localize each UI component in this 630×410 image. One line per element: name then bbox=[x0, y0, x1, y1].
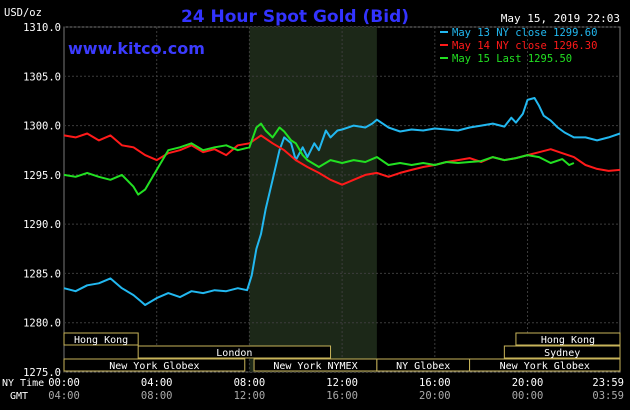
gmt-tick-label: 04:00 bbox=[48, 390, 80, 402]
ny-time-label: NY Time bbox=[2, 378, 44, 389]
x-tick-label: 08:00 bbox=[234, 377, 266, 389]
y-tick-label: 1295.0 bbox=[23, 170, 61, 182]
gmt-tick-label: 00:00 bbox=[512, 390, 544, 402]
session-box bbox=[503, 345, 621, 359]
session-label: New York Globex bbox=[500, 361, 590, 372]
trading-sessions: Hong Kong Hong Kong London Sydney New York G… bbox=[63, 332, 621, 372]
watermark: www.kitco.com bbox=[68, 39, 205, 58]
session-label: Hong Kong bbox=[74, 335, 128, 346]
gmt-tick-label: 03:59 bbox=[592, 390, 624, 402]
x-tick-label: 23:59 bbox=[592, 377, 624, 389]
x-tick-label: 12:00 bbox=[326, 377, 358, 389]
session-box bbox=[137, 345, 332, 359]
session-label: Hong Kong bbox=[541, 335, 595, 346]
y-tick-label: 1305.0 bbox=[23, 71, 61, 83]
y-tick-label: 1280.0 bbox=[23, 318, 61, 330]
session-label: London bbox=[216, 348, 252, 359]
session-box bbox=[63, 358, 246, 372]
y-tick-label: 1290.0 bbox=[23, 219, 61, 231]
x-tick-label: 20:00 bbox=[512, 377, 544, 389]
gmt-tick-label: 12:00 bbox=[234, 390, 266, 402]
legend-entry: May 14 NY close 1296.30 bbox=[452, 40, 597, 52]
highlight-band bbox=[249, 27, 377, 372]
series-line bbox=[63, 97, 621, 306]
session-label: NY Globex bbox=[396, 361, 450, 372]
unit-label: USD/oz bbox=[4, 7, 42, 19]
x-axis-ticks: 00:00 04:00 08:00 12:00 16:00 20:00 23:5904:00… bbox=[48, 377, 624, 402]
y-tick-label: 1275.0 bbox=[23, 367, 61, 379]
session-label: Sydney bbox=[544, 348, 580, 359]
y-tick-label: 1285.0 bbox=[23, 268, 61, 280]
gmt-label: GMT bbox=[10, 391, 28, 402]
series-line bbox=[63, 122, 575, 196]
x-tick-label: 04:00 bbox=[141, 377, 173, 389]
session-box bbox=[515, 332, 621, 346]
legend-entry: May 13 NY close 1299.60 bbox=[452, 27, 597, 39]
session-label: New York NYMEX bbox=[273, 361, 357, 372]
x-tick-label: 00:00 bbox=[48, 377, 80, 389]
series-lines bbox=[63, 97, 621, 306]
session-box bbox=[63, 332, 139, 346]
chart-title: 24 Hour Spot Gold (Bid) bbox=[181, 7, 409, 27]
legend-entry: May 15 Last 1295.50 bbox=[452, 53, 572, 65]
gmt-tick-label: 08:00 bbox=[141, 390, 173, 402]
y-axis-ticks: 1275.0 1280.0 1285.0 1290.0 1295.0 1300.0 1305… bbox=[23, 22, 61, 379]
session-label: New York Globex bbox=[109, 361, 199, 372]
gmt-tick-label: 16:00 bbox=[326, 390, 358, 402]
timestamp: May 15, 2019 22:03 bbox=[501, 12, 620, 25]
grid bbox=[64, 26, 620, 373]
session-box bbox=[469, 358, 621, 372]
x-tick-label: 16:00 bbox=[419, 377, 451, 389]
highlight-rect bbox=[249, 27, 377, 372]
y-tick-label: 1300.0 bbox=[23, 121, 61, 133]
y-tick-label: 1310.0 bbox=[23, 22, 61, 34]
gmt-tick-label: 20:00 bbox=[419, 390, 451, 402]
